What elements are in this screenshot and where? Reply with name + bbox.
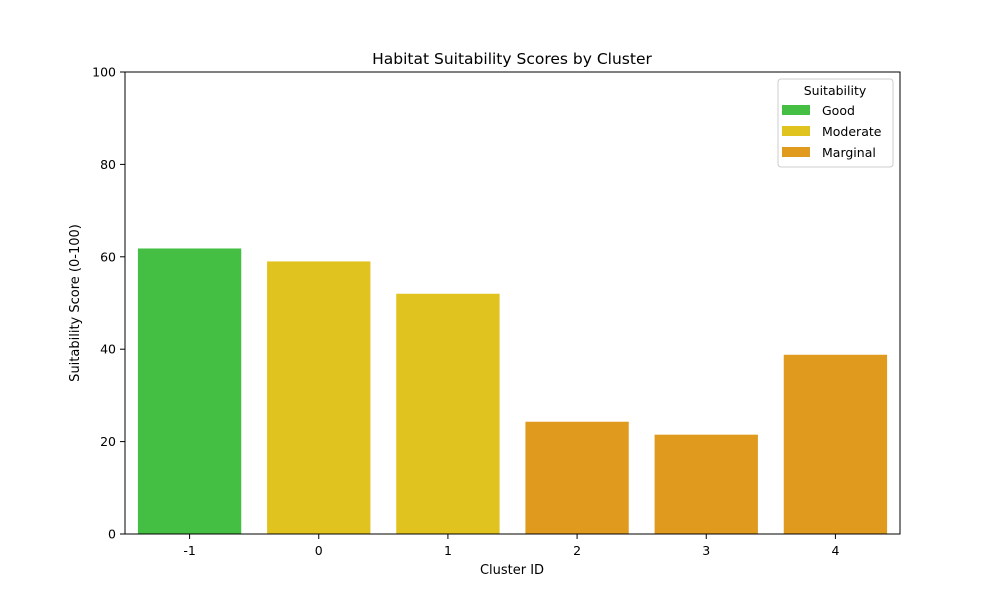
bar--1 (137, 248, 242, 534)
legend-label: Good (822, 103, 855, 118)
x-tick-label: -1 (183, 543, 195, 558)
bar-3 (654, 434, 758, 534)
y-tick-label: 60 (100, 249, 116, 264)
legend-label: Moderate (822, 124, 882, 139)
plot-frame (124, 71, 901, 535)
legend-frame (777, 78, 894, 168)
bars-layer (137, 248, 888, 534)
y-axis: 0 20 40 60 80 100 (92, 65, 125, 542)
legend-swatch-marginal (782, 147, 810, 157)
x-axis-title: Cluster ID (480, 563, 544, 578)
legend: Suitability Good Moderate Marginal (777, 78, 894, 168)
y-tick-label: 80 (100, 157, 116, 172)
x-tick-label: 3 (702, 543, 710, 558)
x-tick-label: 1 (444, 543, 452, 558)
y-tick-label: 100 (92, 65, 116, 80)
x-axis: -1 0 1 2 3 4 (183, 534, 839, 558)
legend-swatch-moderate (782, 126, 810, 136)
bar-2 (525, 421, 629, 534)
y-axis-title: Suitability Score (0-100) (68, 224, 83, 382)
y-tick-label: 0 (108, 527, 116, 542)
bar-4 (783, 354, 888, 534)
x-tick-label: 2 (573, 543, 581, 558)
legend-label: Marginal (822, 145, 876, 160)
bar-1 (396, 293, 500, 534)
y-tick-label: 40 (100, 342, 116, 357)
y-tick-label: 20 (100, 434, 116, 449)
chart-title: Habitat Suitability Scores by Cluster (372, 50, 652, 68)
x-tick-label: 4 (831, 543, 839, 558)
x-tick-label: 0 (315, 543, 323, 558)
legend-title: Suitability (804, 83, 867, 98)
legend-swatch-good (782, 105, 810, 115)
bar-0 (267, 261, 371, 534)
